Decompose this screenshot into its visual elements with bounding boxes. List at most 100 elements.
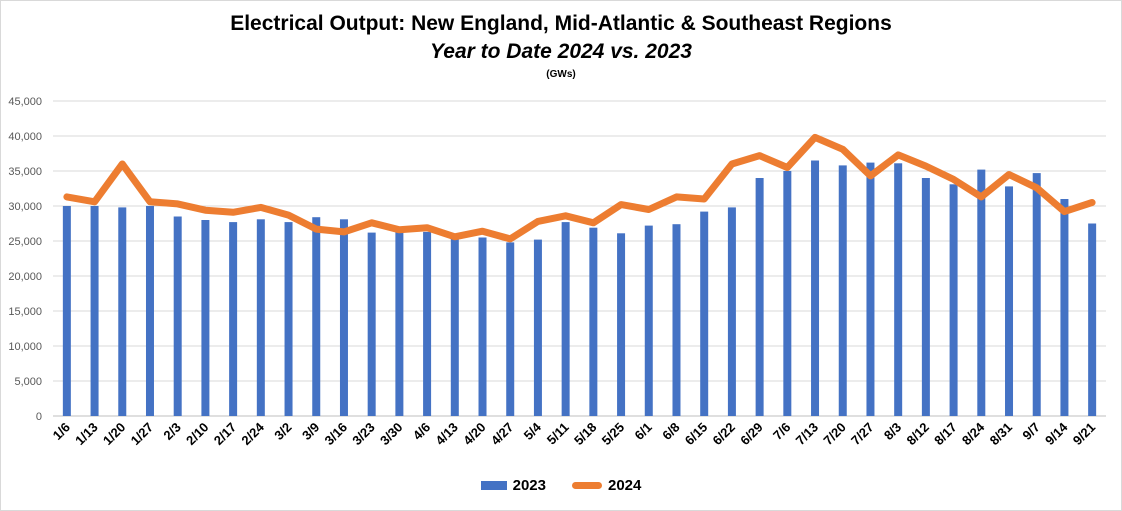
bar-2023	[1088, 223, 1097, 416]
line-2024	[63, 133, 1096, 243]
x-tick-label: 2/24	[238, 419, 267, 448]
x-tick-label: 5/18	[571, 420, 600, 449]
bar-2023	[811, 160, 820, 416]
bar-2023	[395, 231, 404, 416]
x-tick-label: 5/4	[521, 419, 545, 443]
x-tick-label: 7/13	[793, 420, 822, 449]
x-tick-label: 8/12	[903, 420, 932, 449]
x-tick-label: 4/20	[460, 420, 489, 449]
x-tick-label: 3/9	[299, 420, 322, 443]
bar-2023	[478, 237, 487, 416]
bar-2023	[949, 184, 958, 416]
bar-2023	[921, 178, 930, 416]
bar-2023	[838, 165, 847, 416]
bar-2023	[1032, 173, 1041, 416]
x-tick-label: 2/17	[211, 420, 240, 449]
x-tick-label: 9/14	[1042, 419, 1071, 448]
bar-2023	[866, 162, 875, 416]
x-tick-label: 6/1	[632, 420, 655, 443]
x-tick-label: 7/20	[820, 420, 849, 449]
title-block: Electrical Output: New England, Mid-Atla…	[0, 10, 1122, 82]
legend-swatch-bar	[480, 481, 507, 490]
bar-2023	[450, 237, 459, 416]
x-tick-label: 1/13	[72, 420, 101, 449]
x-tick-label: 3/16	[322, 420, 351, 449]
legend-label-2023: 2023	[512, 477, 546, 494]
x-tick-label: 6/15	[682, 420, 711, 449]
x-tick-label: 6/29	[737, 420, 766, 449]
y-tick-label: 45,000	[8, 96, 42, 108]
legend-item-2023: 2023	[480, 477, 546, 494]
x-tick-label: 5/11	[544, 420, 572, 448]
x-tick-label: 2/10	[183, 420, 212, 449]
bar-2023	[1005, 186, 1014, 416]
legend-label-2024: 2024	[608, 477, 642, 494]
bar-2023	[617, 233, 626, 416]
x-tick-label: 8/3	[881, 420, 904, 443]
bar-2023	[727, 207, 736, 416]
bar-2023	[367, 232, 376, 416]
x-tick-label: 1/6	[50, 420, 73, 443]
legend-item-2024: 2024	[572, 477, 641, 494]
bar-2023	[229, 222, 238, 416]
y-tick-label: 15,000	[8, 306, 42, 318]
y-tick-label: 5,000	[14, 376, 42, 388]
bar-2023	[977, 169, 986, 416]
bar-2023	[423, 231, 432, 416]
bar-2023	[894, 163, 903, 416]
bar-2023	[339, 219, 348, 416]
bar-2023	[256, 219, 265, 416]
x-tick-label: 3/30	[377, 420, 406, 449]
unit-label: (GWs)	[546, 69, 576, 80]
bar-2023	[589, 227, 598, 416]
bar-2023	[312, 217, 321, 416]
bar-2023	[644, 225, 653, 416]
y-tick-label: 10,000	[8, 341, 42, 353]
x-tick-label: 8/31	[987, 420, 1016, 449]
bar-2023	[672, 224, 681, 416]
y-tick-label: 0	[36, 411, 42, 423]
bar-2023	[533, 239, 542, 416]
bar-2023	[1060, 199, 1069, 416]
bar-2023	[700, 211, 709, 416]
x-tick-label: 4/6	[410, 420, 433, 443]
y-tick-label: 30,000	[8, 201, 42, 213]
bar-2023	[118, 207, 127, 416]
x-tick-label: 9/7	[1019, 420, 1042, 443]
x-tick-label: 2/3	[160, 420, 183, 443]
bar-2023	[755, 178, 764, 416]
chart-subtitle: Year to Date 2024 vs. 2023	[430, 40, 692, 63]
bar-2023	[173, 216, 182, 416]
x-tick-label: 6/22	[710, 420, 739, 449]
x-tick-label: 4/27	[488, 420, 517, 449]
y-tick-label: 20,000	[8, 271, 42, 283]
x-tick-label: 4/13	[432, 420, 461, 449]
x-tick-label: 5/25	[599, 420, 628, 449]
x-tick-label: 8/24	[959, 419, 988, 448]
bar-2023	[783, 171, 792, 416]
x-tick-label: 1/20	[100, 420, 129, 449]
bar-2023	[506, 242, 515, 416]
legend-swatch-line	[572, 482, 602, 489]
x-tick-label: 6/8	[659, 420, 682, 443]
bar-2023	[145, 206, 154, 416]
x-tick-label: 7/6	[770, 420, 793, 443]
y-tick-label: 25,000	[8, 236, 42, 248]
y-tick-label: 40,000	[8, 131, 42, 143]
x-tick-label: 8/17	[931, 420, 960, 449]
x-tick-label: 3/2	[271, 420, 294, 443]
x-tick-label: 7/27	[848, 420, 877, 449]
bar-2023	[62, 206, 71, 416]
bar-2023	[284, 222, 293, 416]
x-tick-label: 1/27	[128, 420, 157, 449]
x-tick-label: 3/23	[349, 420, 378, 449]
legend: 2023 2024	[0, 477, 1122, 494]
bar-2023	[90, 206, 99, 416]
bar-2023	[201, 220, 210, 416]
chart-title: Electrical Output: New England, Mid-Atla…	[230, 12, 892, 35]
x-tick-label: 9/21	[1070, 420, 1099, 449]
bar-2023	[561, 222, 570, 416]
y-tick-label: 35,000	[8, 166, 42, 178]
